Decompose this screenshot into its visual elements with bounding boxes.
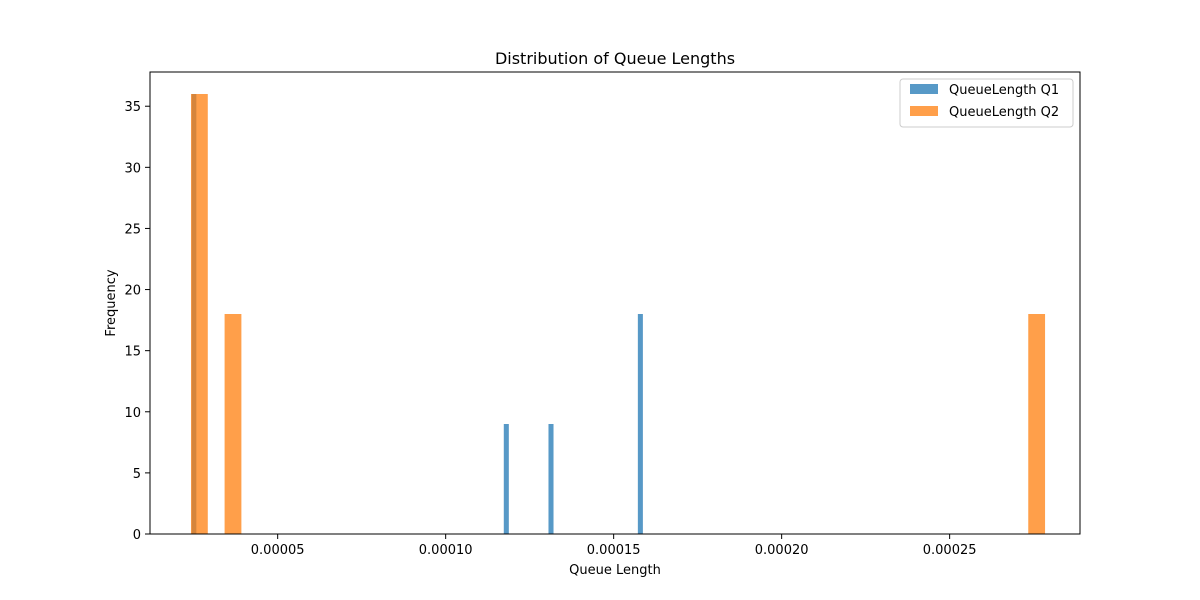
y-axis-ticks: 0 5 10 15 20 25 30 35 [124, 100, 150, 543]
x-axis-ticks: 0.00005 0.00010 0.00015 0.00020 0.00025 [251, 534, 977, 558]
bars-layer [190, 94, 1046, 534]
plot-frame [149, 71, 1081, 535]
legend-swatch-q1 [910, 84, 938, 94]
legend-label-q2: QueueLength Q2 [949, 105, 1059, 120]
legend-box [899, 78, 1074, 128]
x-axis-label: Queue Length [569, 563, 661, 578]
y-axis-label: Frequency [104, 269, 119, 336]
legend: QueueLength Q1 QueueLength Q2 [899, 78, 1074, 128]
bar-series-2-1 [190, 94, 208, 534]
x-tick-label-2: 0.00010 [419, 543, 473, 558]
x-tick-label-1: 0.00005 [251, 543, 305, 558]
bar-series-2-2 [224, 314, 242, 534]
y-tick-label-6: 25 [124, 222, 141, 237]
bar-series-1-2 [503, 424, 509, 534]
y-tick-label-1: 0 [133, 528, 141, 543]
y-tick-label-8: 35 [124, 100, 141, 115]
x-tick-label-5: 0.00025 [923, 543, 977, 558]
y-tick-label-5: 20 [124, 284, 141, 299]
x-tick-label-3: 0.00015 [587, 543, 641, 558]
legend-swatch-q2 [910, 106, 938, 116]
legend-label-q1: QueueLength Q1 [949, 83, 1059, 98]
y-tick-label-3: 10 [124, 406, 141, 421]
y-tick-label-4: 15 [124, 345, 141, 360]
chart-title: Distribution of Queue Lengths [495, 49, 735, 68]
bar-series-1-3 [548, 424, 554, 534]
y-tick-label-2: 5 [133, 467, 141, 482]
bar-series-1-4 [637, 314, 643, 534]
x-tick-label-4: 0.00020 [755, 543, 809, 558]
y-tick-label-7: 30 [124, 161, 141, 176]
bar-series-2-3 [1028, 314, 1046, 534]
